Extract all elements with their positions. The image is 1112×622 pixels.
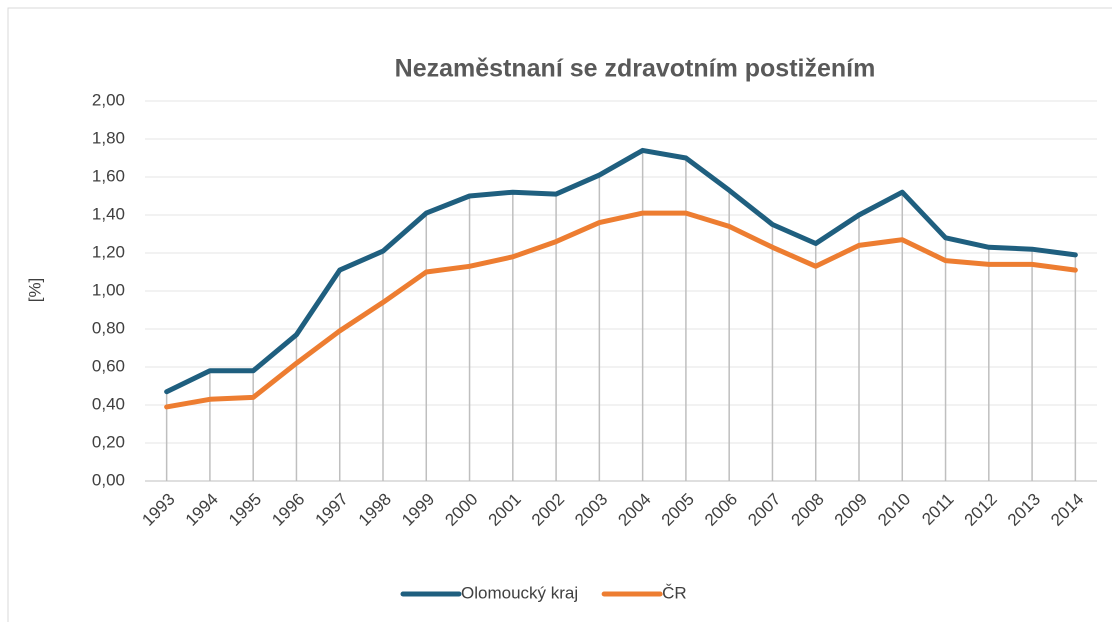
y-tick-label: 1,60 <box>92 166 125 185</box>
y-tick-label: 1,40 <box>92 204 125 223</box>
y-tick-label: 1,20 <box>92 242 125 261</box>
y-tick-label: 1,00 <box>92 280 125 299</box>
y-tick-label: 0,00 <box>92 470 125 489</box>
chart-border <box>7 7 1112 622</box>
series-line <box>164 147 1078 395</box>
series-line <box>164 210 1078 410</box>
y-tick-label: 0,80 <box>92 318 125 337</box>
y-tick-label: 1,80 <box>92 128 125 147</box>
y-tick-label: 2,00 <box>92 90 125 109</box>
chart-title: Nezaměstnaní se zdravotním postižením <box>395 55 876 83</box>
legend-label: ČR <box>662 583 687 602</box>
legend-label: Olomoucký kraj <box>461 583 578 602</box>
y-tick-label: 0,20 <box>92 432 125 451</box>
y-axis-label: [%] <box>25 278 44 303</box>
y-tick-label: 0,60 <box>92 356 125 375</box>
y-tick-label: 0,40 <box>92 394 125 413</box>
